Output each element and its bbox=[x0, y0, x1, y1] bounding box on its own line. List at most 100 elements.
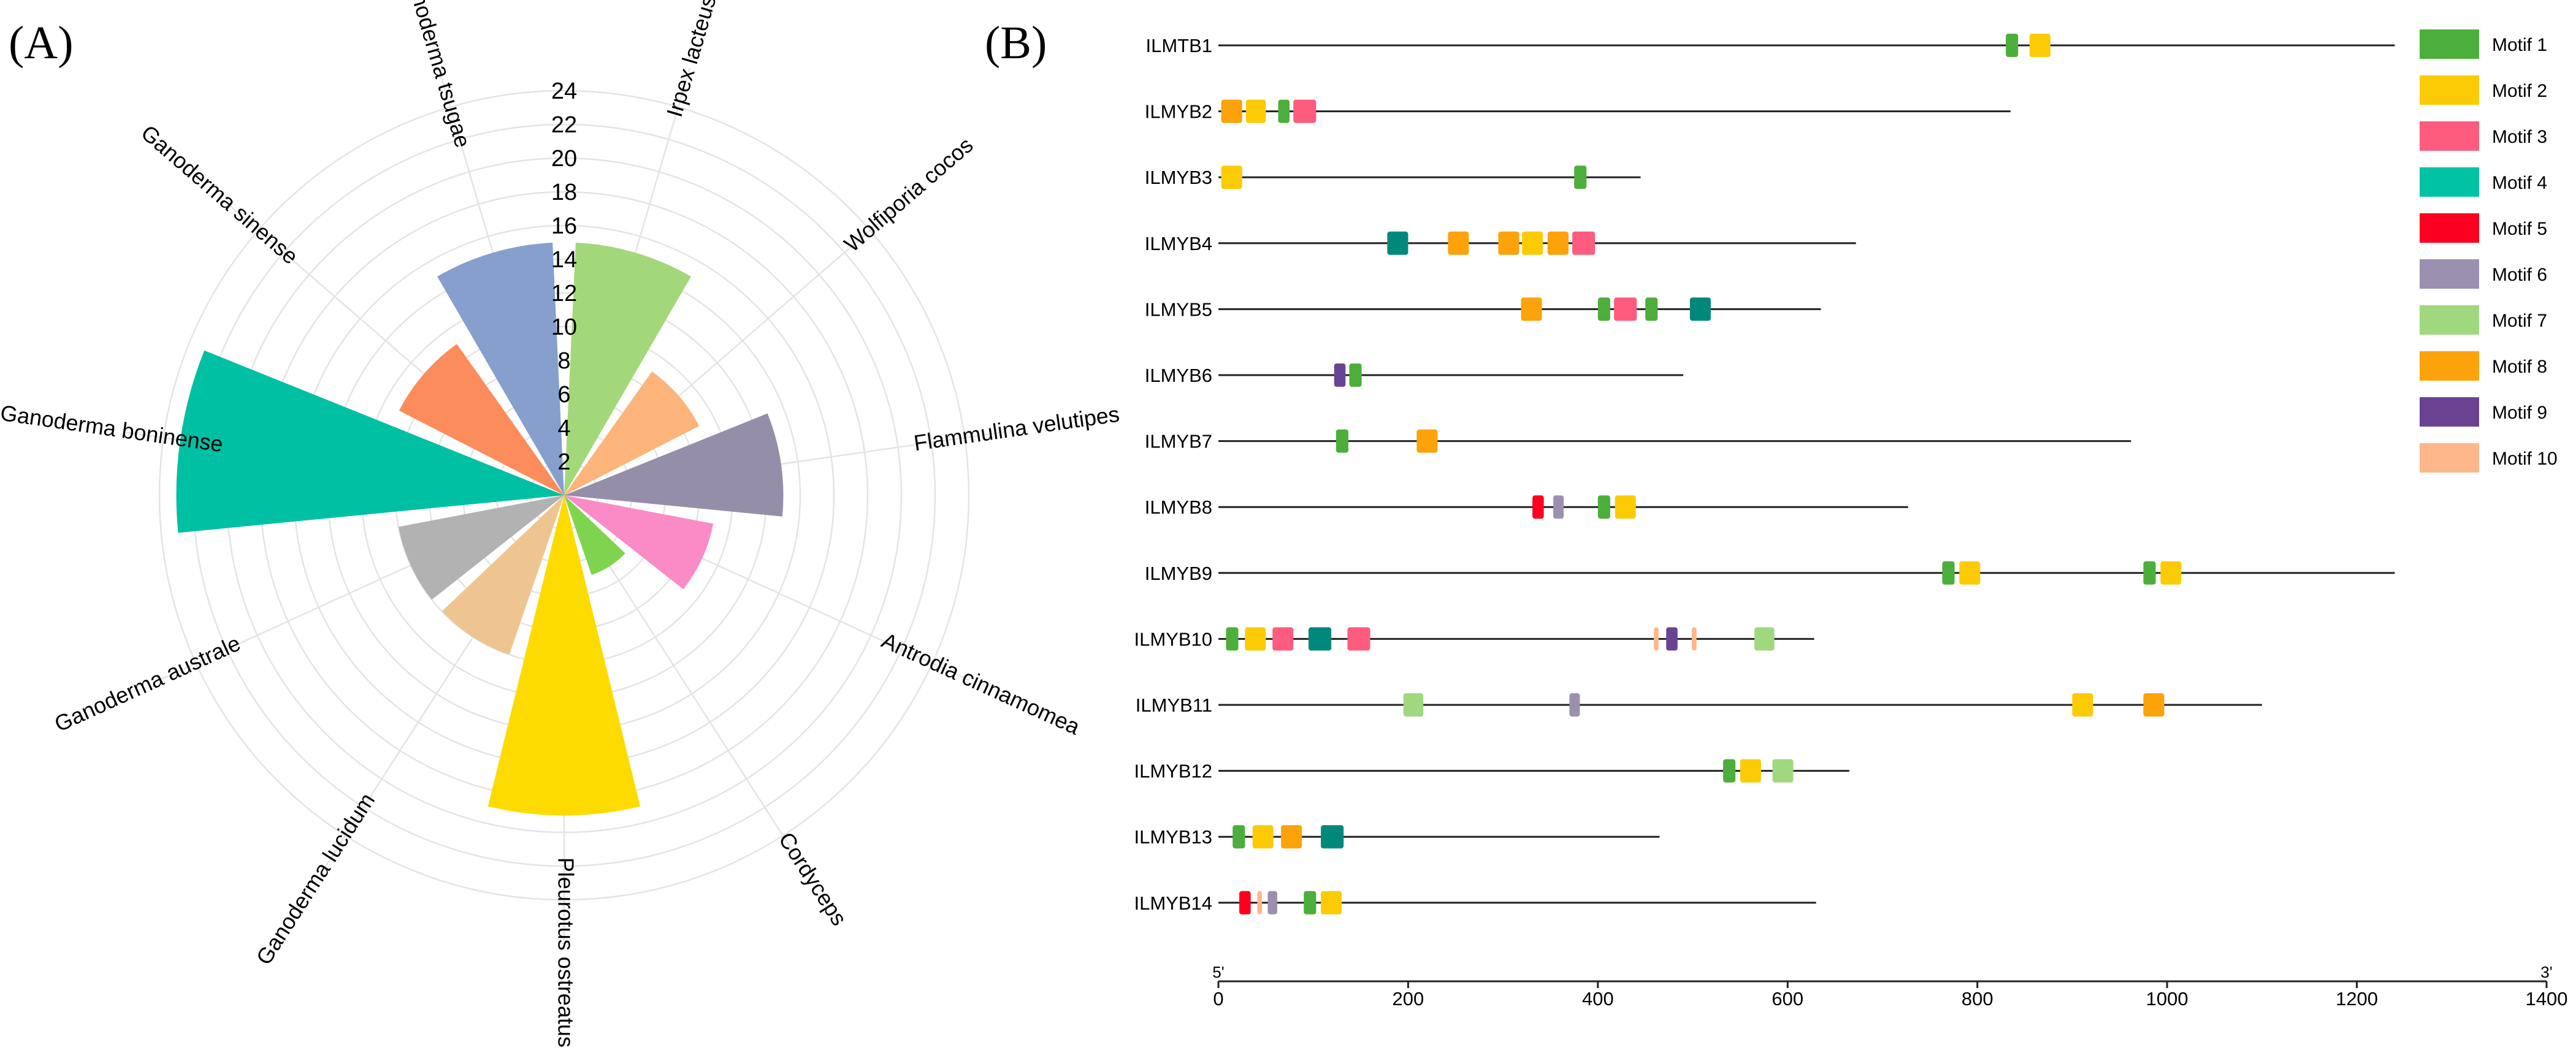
rose-bar bbox=[564, 495, 714, 590]
motif-chart: ILMTB1 ILMYB2 ILMYB3 ILMYB4 ILMYB5 ILMYB6 ILMY… bbox=[1134, 29, 2567, 1010]
motif-box bbox=[1349, 363, 1362, 387]
legend-item: Motif 1 bbox=[2420, 29, 2547, 59]
radial-tick-label: 8 bbox=[557, 348, 570, 374]
rose-bar bbox=[564, 495, 625, 576]
rose-bar bbox=[398, 495, 564, 600]
rose-bars bbox=[176, 242, 784, 816]
gene-label: ILMYB11 bbox=[1136, 694, 1212, 716]
gene-label: ILMYB3 bbox=[1145, 167, 1212, 188]
legend-swatch bbox=[2420, 397, 2479, 427]
category-label: Cordyceps bbox=[774, 827, 852, 930]
radial-tick-label: 22 bbox=[551, 112, 577, 138]
gene-row: ILMYB8 bbox=[1145, 495, 1908, 519]
legend-item: Motif 8 bbox=[2420, 351, 2547, 381]
motif-box bbox=[1723, 759, 1736, 783]
category-label: Irpex lacteus bbox=[662, 0, 721, 120]
gene-row: ILMYB6 bbox=[1145, 363, 1684, 387]
legend-label: Motif 7 bbox=[2492, 311, 2547, 331]
legend-item: Motif 9 bbox=[2420, 397, 2547, 427]
motif-box bbox=[1572, 231, 1596, 255]
category-label: Antrodia cinnamomea bbox=[878, 628, 1084, 740]
gene-label: ILMYB5 bbox=[1145, 299, 1212, 320]
motif-box bbox=[1692, 627, 1697, 651]
x-axis-tick-label: 400 bbox=[1582, 988, 1614, 1010]
motif-box bbox=[1257, 891, 1263, 915]
motif-box bbox=[1304, 891, 1317, 915]
motif-box bbox=[1942, 561, 1955, 585]
motif-box bbox=[1347, 627, 1370, 651]
x-axis: 0 200 400 600 800 1000 1200 1400 5' 3' bbox=[1212, 963, 2567, 1010]
radial-tick-label: 4 bbox=[557, 416, 570, 441]
gene-label: ILMYB10 bbox=[1134, 628, 1212, 650]
gene-label: ILMYB6 bbox=[1145, 365, 1212, 386]
motif-box bbox=[2006, 34, 2019, 57]
motif-box bbox=[1239, 891, 1251, 915]
gene-label: ILMYB9 bbox=[1145, 563, 1212, 584]
legend-label: Motif 2 bbox=[2492, 81, 2547, 101]
motif-box bbox=[1308, 627, 1332, 651]
category-label: Ganoderma australe bbox=[51, 630, 245, 737]
legend-item: Motif 5 bbox=[2420, 213, 2547, 243]
legend-swatch bbox=[2420, 259, 2479, 289]
gene-label: ILMYB4 bbox=[1145, 233, 1212, 254]
gene-row: ILMYB3 bbox=[1145, 165, 1641, 189]
radial-tick-label: 18 bbox=[551, 180, 577, 205]
motif-box bbox=[1321, 825, 1344, 849]
legend-item: Motif 4 bbox=[2420, 167, 2547, 197]
legend-swatch bbox=[2420, 213, 2479, 243]
category-label: Wolfiporia cocos bbox=[839, 132, 978, 257]
gene-label: ILMYB14 bbox=[1134, 892, 1212, 914]
x-axis-tick-label: 0 bbox=[1213, 988, 1223, 1010]
motif-box bbox=[1547, 231, 1569, 255]
legend-label: Motif 5 bbox=[2492, 219, 2547, 239]
rose-bar bbox=[564, 371, 700, 495]
motif-box bbox=[1597, 297, 1610, 321]
gene-row: ILMYB14 bbox=[1134, 891, 1816, 915]
rose-bar bbox=[441, 495, 564, 655]
motif-box bbox=[1321, 891, 1342, 915]
legend-swatch bbox=[2420, 121, 2479, 151]
legend-item: Motif 10 bbox=[2420, 443, 2558, 473]
legend-item: Motif 3 bbox=[2420, 121, 2547, 151]
motif-box bbox=[1221, 99, 1242, 123]
gene-tracks: ILMTB1 ILMYB2 ILMYB3 ILMYB4 ILMYB5 ILMYB6 ILMY… bbox=[1134, 34, 2395, 915]
rose-bar bbox=[487, 495, 641, 816]
motif-box bbox=[1281, 825, 1302, 849]
motif-box bbox=[1245, 627, 1266, 651]
motif-box bbox=[1597, 495, 1610, 519]
x-axis-tick-label: 1000 bbox=[2146, 988, 2188, 1010]
gene-row: ILMYB13 bbox=[1134, 825, 1660, 849]
gene-label: ILMYB13 bbox=[1134, 826, 1212, 848]
motif-box bbox=[2029, 34, 2050, 57]
gene-row: ILMYB5 bbox=[1145, 297, 1821, 321]
legend-item: Motif 7 bbox=[2420, 305, 2547, 335]
motif-box bbox=[1245, 99, 1266, 123]
three-prime-label: 3' bbox=[2540, 963, 2552, 981]
x-axis-tick-label: 200 bbox=[1393, 988, 1424, 1010]
radial-tick-label: 14 bbox=[551, 247, 577, 273]
category-label: Ganoderma tsugae bbox=[399, 0, 476, 150]
motif-box bbox=[1532, 495, 1544, 519]
motif-box bbox=[1278, 99, 1290, 123]
legend-swatch bbox=[2420, 29, 2479, 59]
legend-label: Motif 6 bbox=[2492, 265, 2547, 285]
motif-box bbox=[1336, 429, 1348, 453]
motif-box bbox=[1689, 297, 1711, 321]
motif-box bbox=[1498, 231, 1519, 255]
legend-swatch bbox=[2420, 167, 2479, 197]
motif-box bbox=[1221, 165, 1242, 189]
motif-box bbox=[1654, 627, 1659, 651]
category-label: Ganoderma sinense bbox=[136, 120, 303, 269]
category-label: Ganoderma lucidum bbox=[251, 788, 380, 969]
legend-swatch bbox=[2420, 443, 2479, 473]
motif-box bbox=[1666, 627, 1678, 651]
motif-box bbox=[1233, 825, 1245, 849]
panel-a-label: (A) bbox=[9, 17, 74, 69]
legend-item: Motif 2 bbox=[2420, 75, 2547, 105]
radial-tick-label: 24 bbox=[551, 78, 577, 104]
rose-bar bbox=[437, 242, 564, 495]
radial-tick-label: 2 bbox=[557, 449, 570, 475]
motif-box bbox=[1252, 825, 1274, 849]
